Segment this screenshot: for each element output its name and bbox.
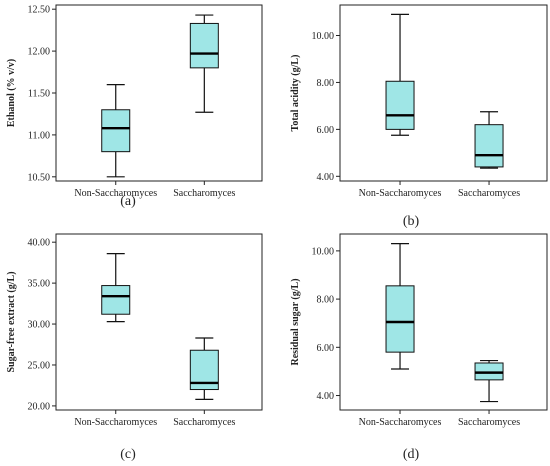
y-tick-label: 4.00 — [317, 391, 335, 402]
y-axis-label: Residual sugar (g/L) — [290, 278, 301, 365]
box-saccharomyces — [474, 111, 504, 169]
iqr-box — [101, 109, 131, 153]
box-saccharomyces — [189, 337, 219, 400]
y-tick-label: 25.00 — [28, 360, 51, 371]
plot-frame — [339, 233, 548, 411]
boxplot-panel-2: 4.00 6.00 8.00 10.00 Total acidity (g/L) Non-… — [290, 4, 548, 229]
y-tick-label: 30.00 — [28, 320, 51, 331]
y-axis-label: Ethanol (% v/v) — [6, 59, 17, 127]
category-label: Non-Saccharomyces — [359, 417, 442, 428]
y-tick-label: 4.00 — [317, 172, 335, 183]
y-tick-label: 12.50 — [28, 5, 51, 16]
y-tick-label: 8.00 — [317, 295, 335, 306]
box-saccharomyces — [189, 14, 219, 113]
plot-frame — [339, 4, 548, 182]
category-label: Saccharomyces — [458, 417, 520, 428]
panel-label: (c) — [120, 447, 136, 462]
category-label: Non-Saccharomyces — [74, 188, 157, 199]
y-tick-label: 20.00 — [28, 401, 51, 412]
y-tick-label: 10.00 — [312, 246, 335, 257]
category-label: Non-Saccharomyces — [359, 188, 442, 199]
category-label: Non-Saccharomyces — [74, 417, 157, 428]
box-non-saccharomyces — [101, 84, 131, 178]
iqr-box — [474, 362, 504, 381]
panel-label: (a) — [120, 194, 136, 209]
iqr-box — [474, 124, 504, 168]
y-tick-label: 10.00 — [312, 31, 335, 42]
y-tick-label: 12.00 — [28, 47, 51, 58]
boxplot-panel-3: 20.00 25.00 30.00 35.00 40.00 Sugar-free extr… — [6, 233, 263, 462]
boxplot-panel-1: 10.50 11.00 11.50 12.00 12.50 Ethanol (% v/v)… — [6, 4, 263, 209]
iqr-box — [385, 80, 415, 130]
plot-frame — [55, 233, 263, 411]
y-tick-label: 10.50 — [28, 172, 51, 183]
box-non-saccharomyces — [385, 243, 415, 370]
panel-label: (b) — [403, 214, 420, 229]
category-label: Saccharomyces — [173, 417, 235, 428]
box-saccharomyces — [474, 359, 504, 403]
box-non-saccharomyces — [385, 13, 415, 136]
y-tick-label: 11.50 — [28, 89, 50, 100]
y-tick-label: 11.00 — [28, 130, 50, 141]
y-tick-label: 40.00 — [28, 238, 51, 249]
iqr-box — [189, 22, 219, 69]
box-non-saccharomyces — [101, 253, 131, 323]
y-tick-label: 8.00 — [317, 78, 335, 89]
y-tick-label: 35.00 — [28, 279, 51, 290]
boxplot-panel-4: 4.00 6.00 8.00 10.00 Residual sugar (g/L) Non… — [290, 233, 548, 462]
plot-frame — [55, 4, 263, 182]
iqr-box — [101, 285, 131, 315]
category-label: Saccharomyces — [173, 188, 235, 199]
iqr-box — [385, 285, 415, 353]
category-label: Saccharomyces — [458, 188, 520, 199]
y-axis-label: Sugar-free extract (g/L) — [6, 271, 17, 372]
y-tick-label: 6.00 — [317, 125, 335, 136]
y-tick-label: 6.00 — [317, 343, 335, 354]
panel-label: (d) — [403, 447, 420, 462]
y-axis-label: Total acidity (g/L) — [290, 55, 301, 132]
